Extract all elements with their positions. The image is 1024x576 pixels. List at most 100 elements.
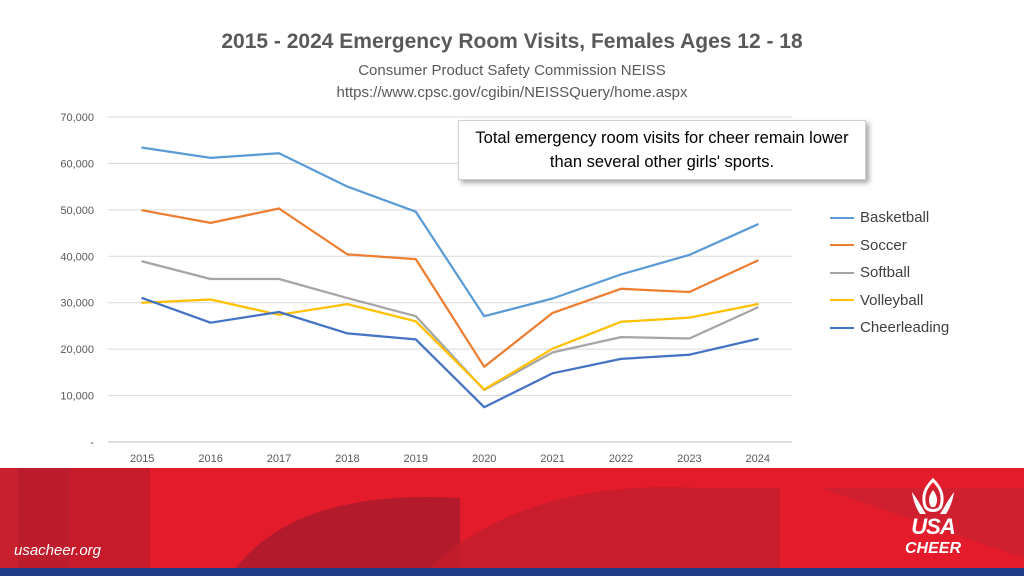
legend-swatch — [830, 271, 854, 274]
data-point-cheerleading — [141, 297, 144, 300]
data-point-volleyball — [209, 298, 212, 301]
footer-angle — [820, 488, 1024, 558]
data-point-soccer — [756, 259, 759, 262]
data-point-soccer — [278, 207, 280, 210]
footer-blue-bar — [0, 568, 1024, 576]
y-tick-label: 50,000 — [60, 205, 94, 217]
x-tick-label: 2022 — [609, 453, 633, 465]
legend-label: Softball — [860, 264, 911, 282]
x-tick-label: 2024 — [746, 453, 770, 465]
y-tick-label: - — [90, 437, 94, 449]
data-point-cheerleading — [551, 372, 554, 375]
footer-swoosh-2 — [420, 487, 780, 576]
legend-item-basketball: Basketball — [830, 204, 949, 232]
y-tick-label: 30,000 — [60, 298, 94, 310]
chart-title: 2015 - 2024 Emergency Room Visits, Femal… — [221, 30, 803, 53]
chart-subtitle-url: https://www.cpsc.gov/cgibin/NEISSQuery/h… — [336, 84, 688, 101]
logo-text-usa: USA — [911, 514, 955, 539]
data-point-softball — [688, 337, 691, 340]
x-tick-label: 2016 — [198, 453, 222, 465]
data-point-volleyball — [414, 320, 417, 323]
logo-flame-icon — [912, 477, 954, 514]
series-line-volleyball — [142, 298, 759, 391]
chart-legend: Basketball Soccer Softball Volleyball Cheerl… — [830, 204, 949, 342]
data-point-soccer — [688, 291, 691, 294]
legend-label: Cheerleading — [860, 319, 950, 337]
x-tick-label: 2019 — [404, 453, 428, 465]
data-point-soccer — [209, 221, 212, 224]
callout-text: Total emergency room visits for cheer re… — [475, 129, 849, 171]
callout-box: Total emergency room visits for cheer re… — [458, 120, 866, 180]
legend-item-softball: Softball — [830, 259, 949, 287]
legend-item-soccer: Soccer — [830, 232, 949, 260]
data-point-softball — [551, 351, 554, 354]
data-point-soccer — [620, 287, 622, 290]
footer-swoosh — [230, 496, 460, 576]
y-tick-label: 40,000 — [60, 251, 94, 263]
data-point-volleyball — [278, 313, 280, 316]
data-point-cheerleading — [209, 321, 212, 324]
data-point-volleyball — [141, 301, 144, 304]
data-point-basketball — [620, 273, 622, 276]
data-point-soccer — [414, 258, 417, 261]
footer-url[interactable]: usacheer.org — [14, 542, 101, 559]
data-point-basketball — [756, 223, 759, 226]
data-point-softball — [620, 336, 622, 339]
data-point-cheerleading — [278, 311, 280, 313]
data-point-softball — [141, 260, 144, 263]
data-point-softball — [756, 306, 759, 309]
data-point-basketball — [278, 152, 280, 155]
data-point-basketball — [414, 210, 417, 213]
data-point-basketball — [209, 156, 212, 159]
legend-item-cheerleading: Cheerleading — [830, 314, 949, 342]
series-line-softball — [141, 260, 759, 392]
data-point-volleyball — [688, 316, 691, 319]
x-tick-label: 2021 — [540, 453, 564, 465]
data-point-soccer — [141, 209, 144, 212]
series-line-basketball — [142, 146, 759, 318]
logo-text-cheer: CHEER — [904, 540, 961, 557]
line-chart: - 10,000 20,000 30,000 40,000 50,000 60,000 70,… — [60, 112, 792, 465]
data-point-volleyball — [551, 347, 554, 350]
data-point-cheerleading — [756, 337, 759, 340]
x-tick-label: 2018 — [335, 453, 359, 465]
footer-banner — [0, 468, 1024, 576]
legend-label: Volleyball — [860, 291, 924, 309]
series-line-soccer — [141, 207, 759, 368]
data-point-cheerleading — [620, 357, 622, 360]
data-point-cheerleading — [414, 338, 417, 341]
data-point-cheerleading — [346, 332, 349, 335]
data-point-basketball — [483, 315, 486, 318]
y-tick-label: 20,000 — [60, 344, 94, 356]
footer-stripe-2 — [18, 468, 150, 576]
y-tick-label: 70,000 — [60, 112, 94, 124]
series-line-cheerleading — [141, 297, 759, 409]
chart-subtitle-source: Consumer Product Safety Commission NEISS — [358, 62, 666, 79]
x-tick-label: 2023 — [677, 453, 701, 465]
data-point-volleyball — [483, 388, 486, 391]
legend-swatch — [830, 299, 854, 302]
data-point-volleyball — [756, 303, 759, 306]
data-point-soccer — [483, 365, 486, 368]
legend-label: Basketball — [860, 209, 930, 227]
data-point-basketball — [346, 185, 349, 188]
legend-swatch — [830, 216, 854, 219]
data-point-basketball — [688, 253, 691, 256]
data-point-soccer — [346, 253, 349, 256]
x-tick-label: 2015 — [130, 453, 154, 465]
x-tick-label: 2020 — [472, 453, 496, 465]
legend-item-volleyball: Volleyball — [830, 287, 949, 315]
x-tick-label: 2017 — [267, 453, 291, 465]
data-point-softball — [278, 278, 280, 281]
y-tick-label: 10,000 — [60, 391, 94, 403]
data-point-cheerleading — [483, 406, 486, 409]
legend-label: Soccer — [860, 236, 907, 254]
data-point-cheerleading — [688, 353, 691, 356]
legend-swatch — [830, 244, 854, 247]
data-point-basketball — [551, 297, 554, 300]
legend-swatch — [830, 326, 854, 329]
usa-cheer-logo: USA CHEER — [898, 477, 968, 562]
data-point-soccer — [551, 311, 554, 314]
data-point-basketball — [141, 146, 144, 149]
data-point-volleyball — [346, 303, 349, 306]
